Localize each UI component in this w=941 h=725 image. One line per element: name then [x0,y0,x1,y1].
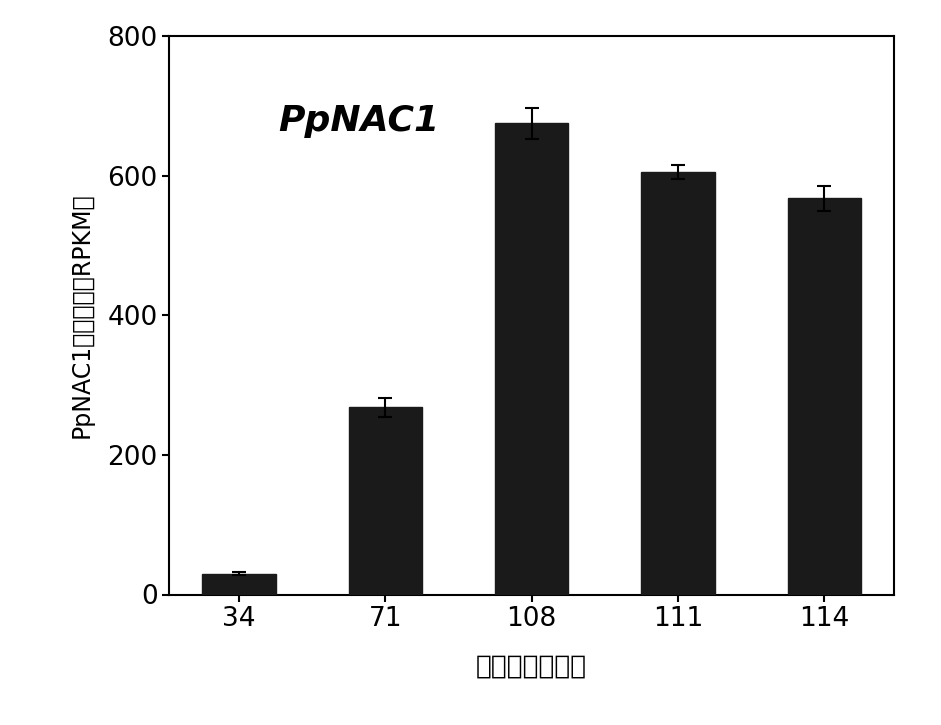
Bar [202,573,276,594]
Bar [788,198,861,594]
Text: PpNAC1: PpNAC1 [279,104,439,138]
Bar [642,173,714,594]
Bar [349,407,422,594]
Y-axis label: PpNAC1基因表达（RPKM）: PpNAC1基因表达（RPKM） [70,193,93,438]
Bar [495,123,568,594]
X-axis label: 花后天数（天）: 花后天数（天） [476,653,587,679]
